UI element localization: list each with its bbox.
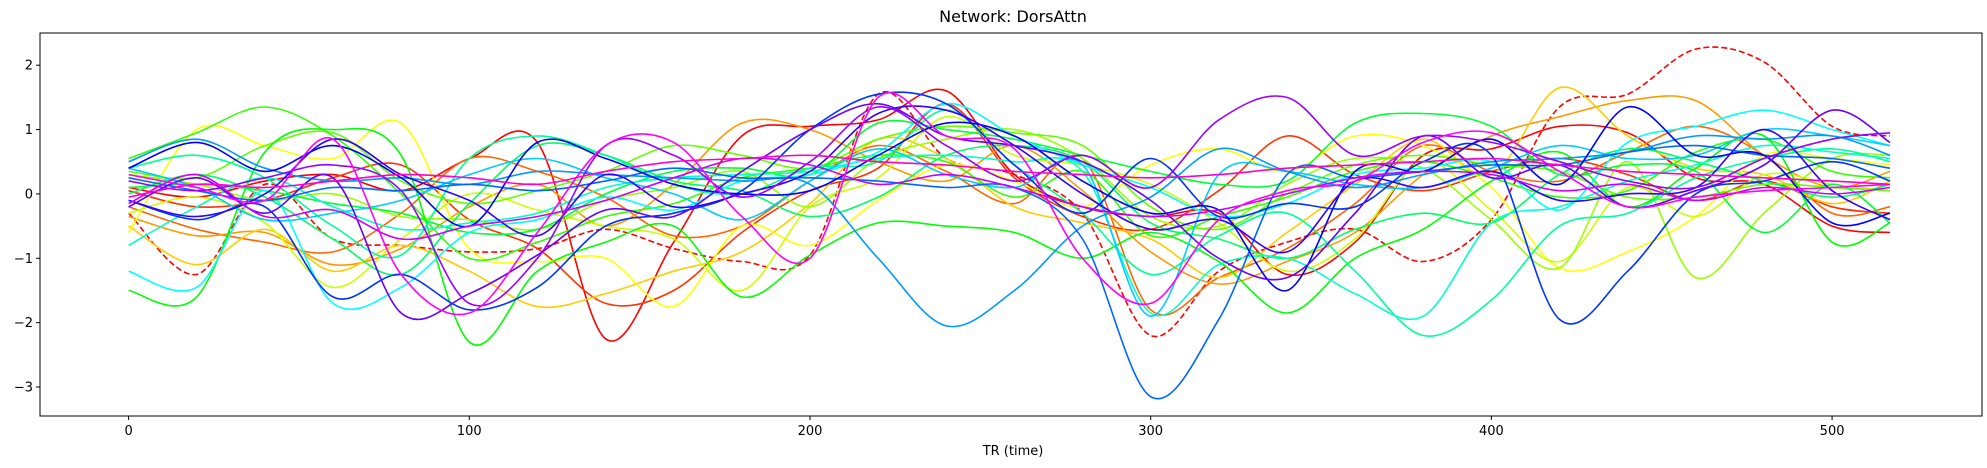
- series-line-11: [128, 127, 1891, 346]
- series-line-21: [128, 106, 1891, 292]
- series-line-3: [128, 125, 1891, 316]
- y-tick-label: −3: [14, 381, 33, 396]
- series-line-25: [128, 157, 1891, 241]
- x-tick-label: 400: [1479, 424, 1504, 439]
- plot-lines: [127, 46, 1891, 400]
- y-tick-label: −2: [14, 316, 33, 331]
- series-line-20: [128, 91, 1891, 325]
- series-line-15: [128, 144, 1891, 321]
- series-line-24: [128, 95, 1891, 307]
- x-tick-label: 300: [1138, 424, 1163, 439]
- x-axis-label: TR (time): [982, 444, 1044, 459]
- series-line-2: [128, 102, 1891, 307]
- series-line-10: [128, 106, 1891, 262]
- x-tick-label: 0: [124, 424, 132, 439]
- chart-title: Network: DorsAttn: [939, 7, 1087, 26]
- y-tick-label: 2: [25, 59, 33, 74]
- series-line-17: [128, 127, 1891, 318]
- series-line-26: [128, 91, 1891, 316]
- x-tick-label: 500: [1820, 424, 1845, 439]
- series-line-18: [128, 134, 1891, 328]
- axes-frame: [39, 32, 1983, 417]
- series-line-6: [127, 119, 1891, 308]
- series-line-8: [128, 128, 1891, 280]
- y-axis: −3 −2 −1 0 1 2: [14, 59, 40, 396]
- series-line-27: [128, 154, 1891, 198]
- series-line-1: [128, 88, 1891, 342]
- y-tick-label: −1: [14, 252, 33, 267]
- y-tick-label: 0: [25, 187, 33, 202]
- y-tick-label: 1: [25, 123, 33, 138]
- x-tick-label: 200: [798, 424, 823, 439]
- x-tick-label: 100: [457, 424, 482, 439]
- x-axis: 0 100 200 300 400 500: [124, 416, 1845, 439]
